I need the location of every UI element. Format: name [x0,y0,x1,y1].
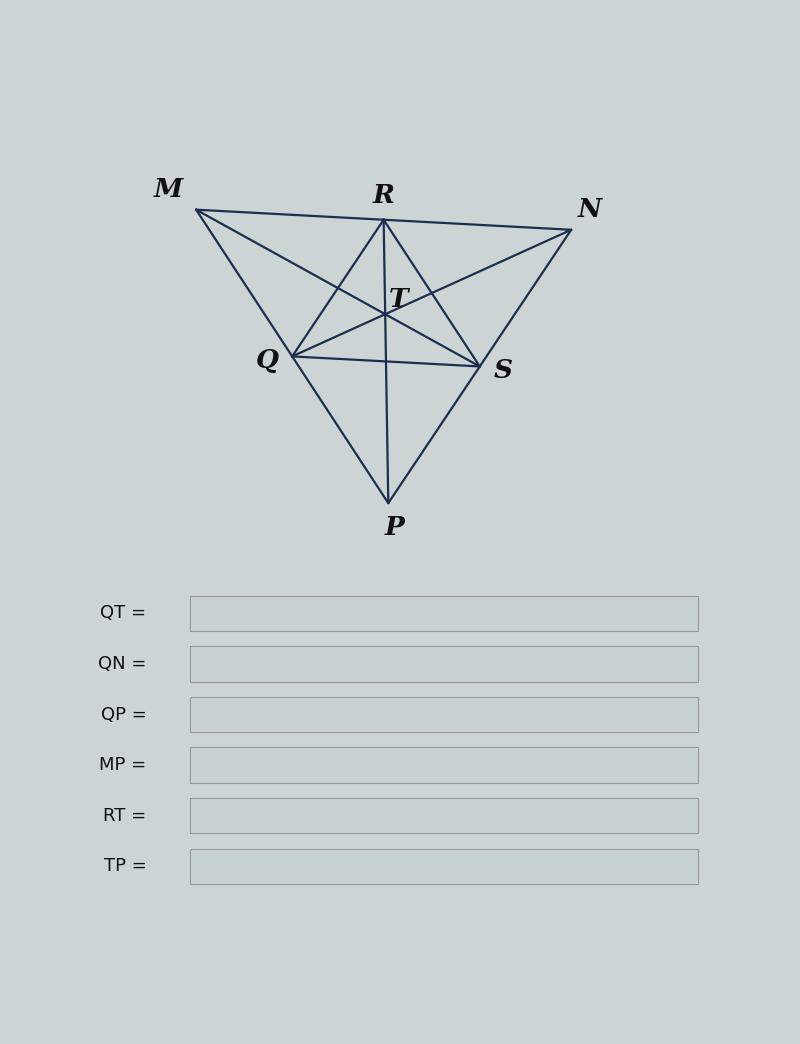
Text: M: M [154,177,183,203]
Text: QN =: QN = [98,655,146,673]
Text: TP =: TP = [104,857,146,876]
Text: MP =: MP = [99,756,146,775]
Text: R: R [373,183,394,208]
FancyBboxPatch shape [190,696,698,732]
FancyBboxPatch shape [190,849,698,884]
Text: Q: Q [256,348,279,373]
Text: T: T [389,287,409,312]
Text: S: S [494,358,513,383]
FancyBboxPatch shape [190,748,698,783]
FancyBboxPatch shape [190,646,698,682]
Text: P: P [385,515,405,540]
FancyBboxPatch shape [190,595,698,631]
Text: N: N [578,197,602,222]
Text: QT =: QT = [101,604,146,622]
Text: QP =: QP = [101,706,146,723]
FancyBboxPatch shape [190,798,698,833]
Text: RT =: RT = [103,807,146,825]
